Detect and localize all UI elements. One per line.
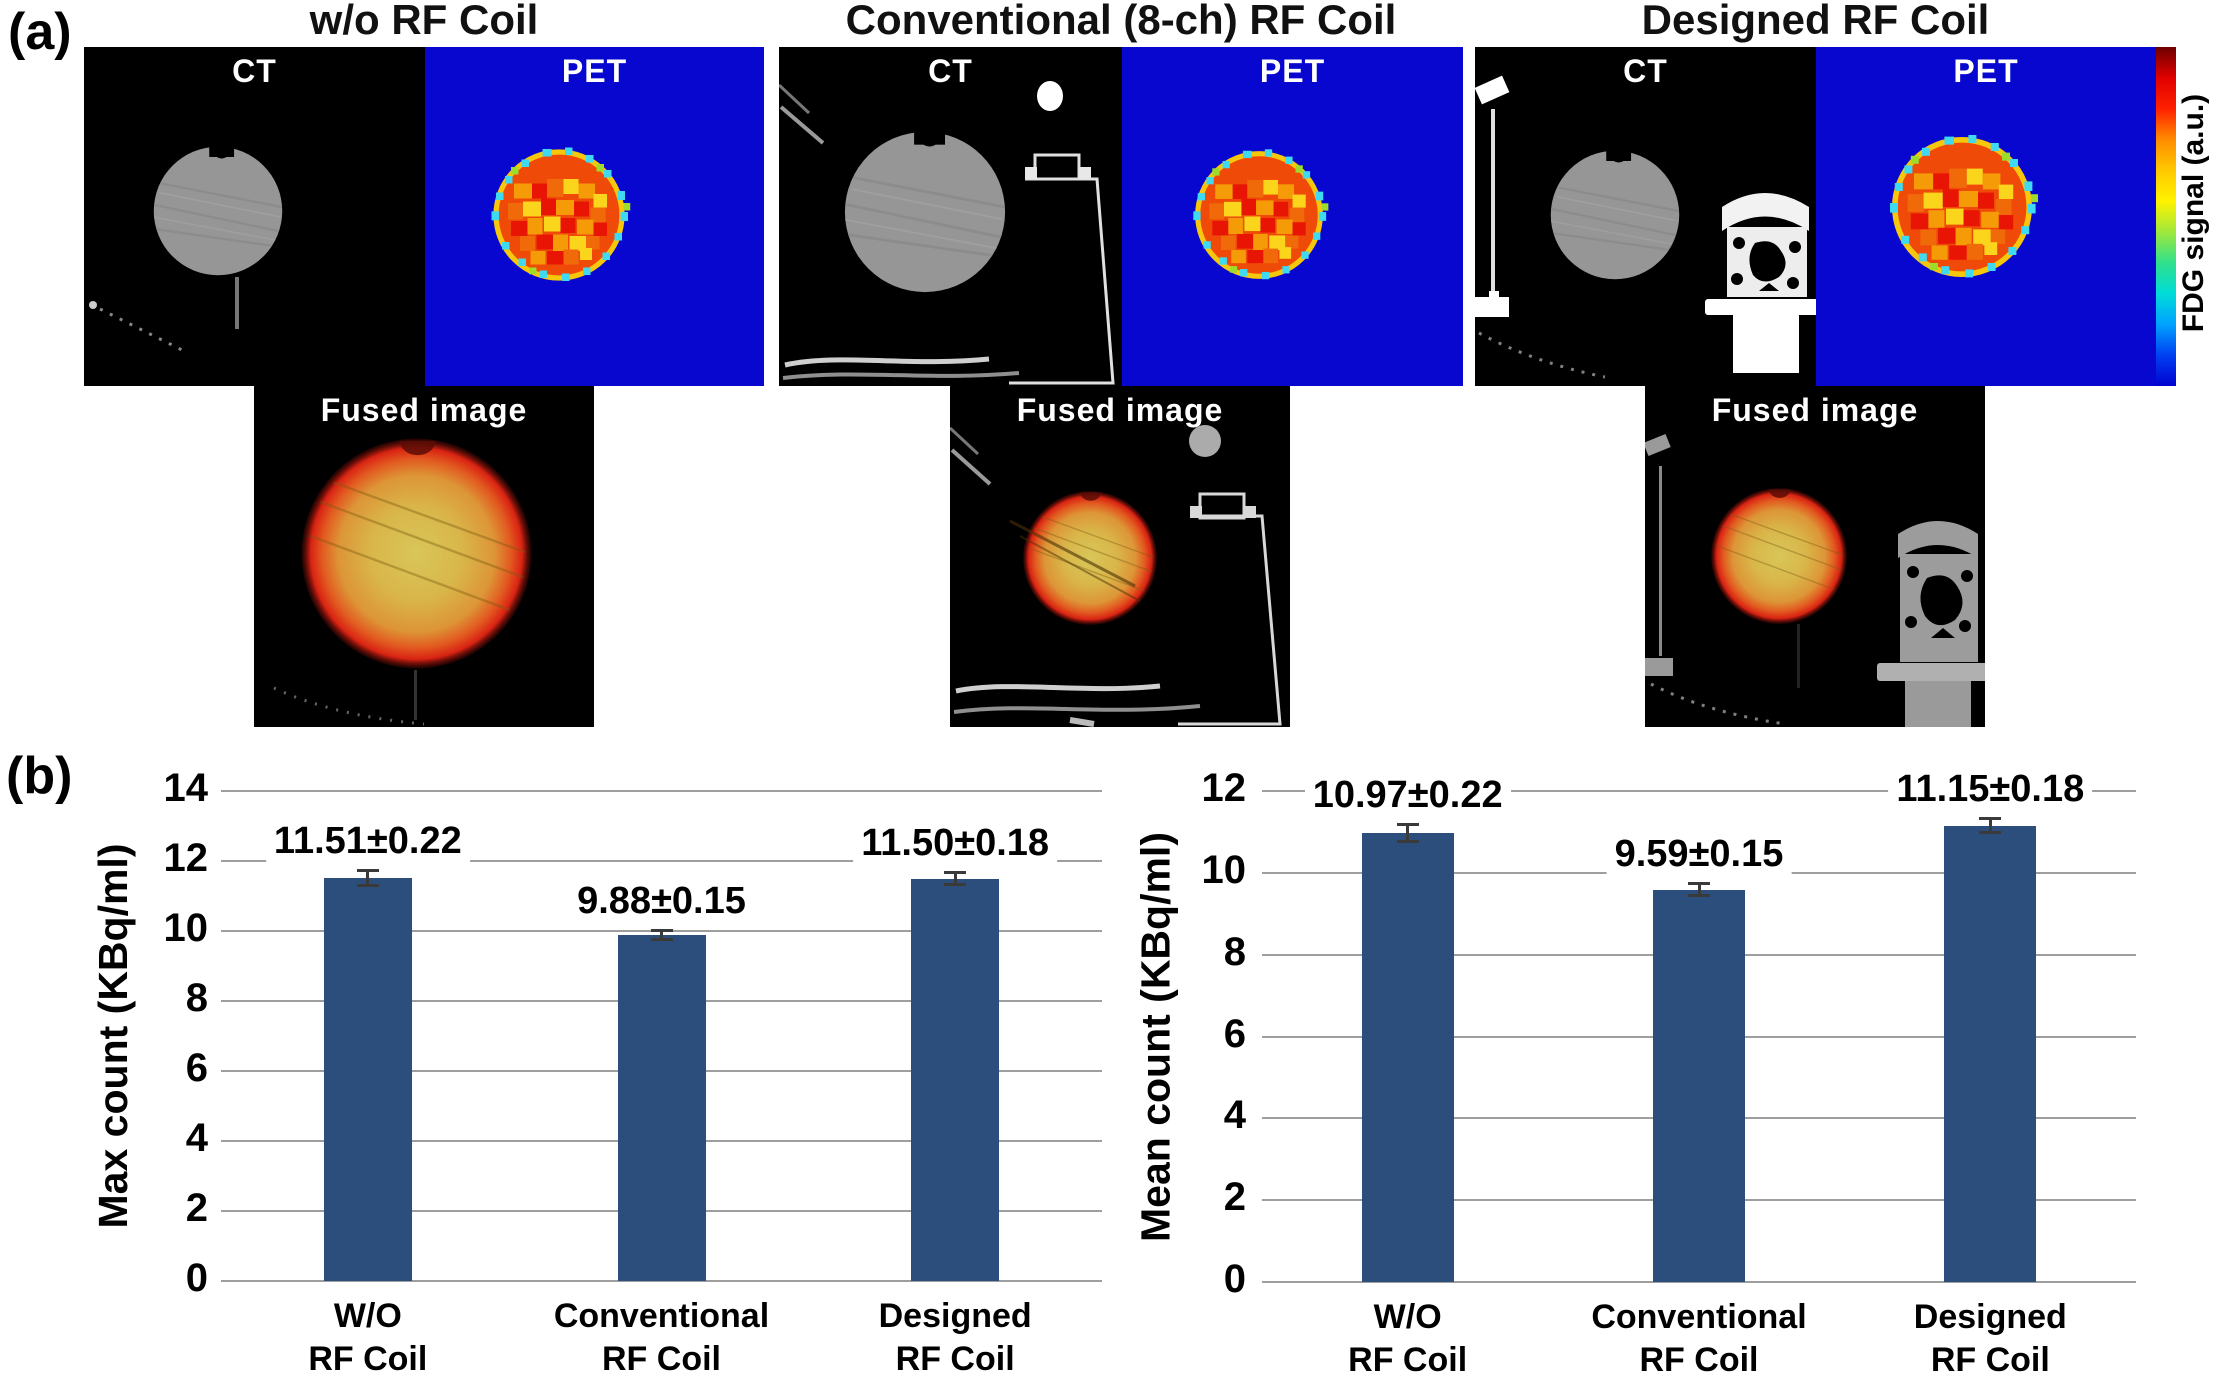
y-tick-label: 0 <box>185 1256 208 1300</box>
ct-phantom-drawing <box>779 81 1115 385</box>
value-label: 9.59±0.15 <box>1606 833 1792 878</box>
ct-label: CT <box>232 53 277 89</box>
error-bar <box>953 872 957 885</box>
x-category-label: Conventional RF Coil <box>553 1297 770 1378</box>
y-tick-label: 4 <box>1223 1093 1246 1138</box>
value-label: 11.51±0.22 <box>265 820 470 865</box>
x-category-label: W/O RF Coil <box>308 1297 428 1378</box>
bar <box>323 878 412 1281</box>
fused-label: Fused image <box>1711 392 1919 428</box>
x-category-label: Designed RF Coil <box>1913 1298 2067 1379</box>
fused-drawing <box>950 425 1282 727</box>
pet-activity-drawing <box>1122 47 1463 386</box>
error-bar-cap <box>356 869 379 873</box>
pet-image-conventional-coil: PET <box>1122 47 1463 386</box>
bar <box>617 935 706 1281</box>
value-label: 11.50±0.18 <box>853 822 1058 867</box>
fused-image-designed-coil: Fused image <box>1645 386 1985 727</box>
error-bar-cap <box>650 938 673 942</box>
bar <box>1944 825 2037 1282</box>
pet-label: PET <box>561 53 628 89</box>
error-bar-cap <box>650 928 673 932</box>
value-label: 10.97±0.22 <box>1304 774 1511 819</box>
fused-drawing <box>1645 434 1985 727</box>
pet-activity-drawing <box>425 47 764 386</box>
pet-label: PET <box>1259 53 1326 89</box>
y-tick-label: 8 <box>185 976 208 1020</box>
ct-image-conventional-coil: CT <box>779 47 1122 386</box>
error-bar-cap <box>944 882 967 886</box>
panel-b-label: (b) <box>6 747 73 805</box>
error-bar <box>1406 824 1410 843</box>
gridline <box>221 1280 1102 1282</box>
x-category-label: Conventional RF Coil <box>1591 1298 1807 1379</box>
y-tick-label: 12 <box>1201 766 1247 810</box>
error-bar <box>366 870 370 886</box>
fused-image-wo-coil: Fused image <box>254 386 594 727</box>
error-bar-cap <box>356 883 379 887</box>
value-label: 11.15±0.18 <box>1888 768 2093 813</box>
y-tick-label: 2 <box>185 1186 208 1230</box>
y-axis-title: Mean count (KBq/ml) <box>1132 831 1178 1242</box>
y-tick-label: 6 <box>1223 1011 1246 1056</box>
error-bar-cap <box>1979 831 2002 835</box>
pet-label: PET <box>1953 53 2019 89</box>
error-bar-cap <box>1396 840 1419 844</box>
gridline <box>221 790 1102 792</box>
error-bar <box>1697 883 1701 896</box>
error-bar <box>660 929 663 941</box>
y-tick-label: 8 <box>1223 929 1246 974</box>
y-tick-label: 4 <box>185 1116 208 1160</box>
colorbar-label: FDG signal (a.u.) <box>2177 93 2210 333</box>
error-bar-cap <box>944 871 967 875</box>
pet-image-designed-coil: PET <box>1816 47 2156 386</box>
gridline <box>1262 790 2136 792</box>
x-category-label: Designed RF Coil <box>878 1297 1032 1378</box>
bar <box>1361 833 1454 1282</box>
fused-image-conventional-coil: Fused image <box>950 386 1290 727</box>
pet-activity-drawing <box>1816 47 2156 386</box>
fused-drawing <box>273 386 594 726</box>
ct-label: CT <box>928 53 973 89</box>
bar <box>911 878 1000 1281</box>
error-bar-cap <box>1396 823 1419 827</box>
gridline <box>221 860 1102 862</box>
group-title-conventional-coil: Conventional (8-ch) RF Coil <box>845 0 1397 43</box>
y-tick-label: 10 <box>1201 847 1247 892</box>
bar <box>1653 889 1745 1282</box>
error-bar <box>1988 818 1992 834</box>
error-bar-cap <box>1979 817 2002 821</box>
gridline <box>1262 1281 2136 1283</box>
error-bar-cap <box>1688 882 1710 886</box>
pet-image-wo-coil: PET <box>425 47 764 386</box>
x-category-label: W/O RF Coil <box>1348 1298 1468 1379</box>
panel-a-label: (a) <box>8 3 72 61</box>
y-tick-label: 2 <box>1223 1175 1246 1220</box>
y-tick-label: 10 <box>163 906 209 950</box>
y-axis-title: Max count (KBq/ml) <box>90 843 136 1229</box>
group-title-wo-coil: w/o RF Coil <box>309 0 539 43</box>
ct-phantom-drawing <box>1475 75 1816 379</box>
error-bar-cap <box>1688 893 1710 897</box>
y-tick-label: 12 <box>163 836 209 880</box>
ct-label: CT <box>1623 53 1668 89</box>
y-tick-label: 0 <box>1223 1257 1246 1301</box>
ct-phantom-drawing <box>89 47 425 353</box>
ct-image-designed-coil: CT <box>1475 47 1816 386</box>
ct-image-wo-coil: CT <box>84 47 425 386</box>
value-label: 9.88±0.15 <box>569 879 754 924</box>
y-tick-label: 6 <box>185 1046 208 1090</box>
fused-label: Fused image <box>1016 392 1224 428</box>
fused-label: Fused image <box>320 392 528 428</box>
group-title-designed-coil: Designed RF Coil <box>1641 0 1990 43</box>
y-tick-label: 14 <box>163 766 209 810</box>
colorbar <box>2156 47 2176 386</box>
